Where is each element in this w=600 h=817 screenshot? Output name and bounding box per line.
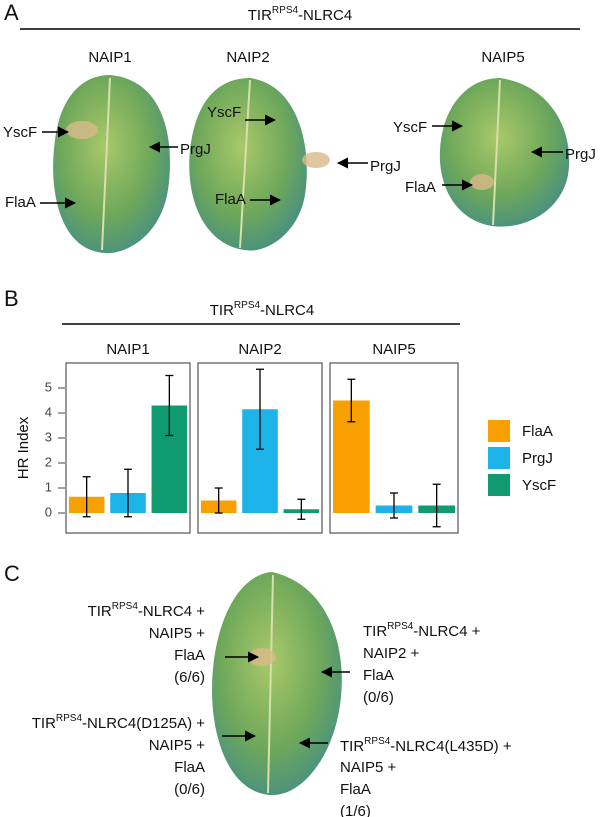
y-tick-label: 5 bbox=[45, 379, 52, 394]
legend-label: YscF bbox=[522, 477, 556, 494]
text-part: TIR bbox=[340, 738, 364, 755]
arrow-label: FlaA bbox=[215, 191, 246, 208]
panel-letter: C bbox=[4, 561, 20, 586]
facet-panel bbox=[197, 362, 323, 534]
superscript: RPS4 bbox=[112, 601, 139, 612]
construct-line: NAIP5 + bbox=[340, 759, 397, 776]
legend-swatch bbox=[488, 474, 510, 496]
y-tick-label: 4 bbox=[45, 404, 52, 419]
arrow-label: YscF bbox=[393, 119, 427, 136]
construct-line: NAIP5 + bbox=[149, 737, 206, 754]
construct-line: FlaA bbox=[174, 647, 205, 664]
facet-panel bbox=[65, 362, 191, 534]
arrow-label: YscF bbox=[3, 124, 37, 141]
leaf-label: NAIP2 bbox=[226, 49, 269, 66]
leaf-label: NAIP1 bbox=[88, 49, 131, 66]
construct-line: FlaA bbox=[174, 759, 205, 776]
superscript: RPS4 bbox=[364, 736, 391, 747]
error-bar bbox=[124, 468, 132, 518]
y-tick-label: 2 bbox=[45, 454, 52, 469]
text-part: TIR bbox=[210, 302, 234, 319]
facet-label: NAIP2 bbox=[238, 341, 281, 358]
construct-line: (0/6) bbox=[174, 781, 205, 798]
error-bar bbox=[165, 374, 174, 437]
text-part: TIR bbox=[248, 7, 272, 24]
facet-label: NAIP1 bbox=[106, 341, 149, 358]
arrow-label: FlaA bbox=[405, 179, 436, 196]
text-part: TIR bbox=[88, 603, 112, 620]
text-part: -NLRC4 + bbox=[413, 623, 480, 640]
arrow-label: PrgJ bbox=[565, 146, 596, 163]
text-part: -NLRC4(D125A) + bbox=[82, 715, 205, 732]
error-bar bbox=[390, 492, 398, 519]
bar-chart: 0 1 2 3 4 5 HR Index NAIP1 NAIP2 NAIP5 FlaA PrgJ Ysc… bbox=[15, 341, 556, 534]
panel-letter: B bbox=[4, 286, 19, 311]
superscript: RPS4 bbox=[56, 713, 83, 724]
construct-line: (1/6) bbox=[340, 803, 371, 817]
y-tick-label: 0 bbox=[45, 504, 52, 519]
text-part: TIR bbox=[363, 623, 387, 640]
chart-title: TIRRPS4-NLRC4 bbox=[210, 300, 314, 319]
construct-label: TIRRPS4-NLRC4 + bbox=[363, 621, 481, 640]
y-tick-label: 1 bbox=[45, 479, 52, 494]
superscript: RPS4 bbox=[387, 621, 414, 632]
panel-letter: A bbox=[4, 0, 19, 25]
legend-swatch bbox=[488, 447, 510, 469]
error-bar bbox=[297, 498, 306, 520]
error-bar bbox=[256, 368, 264, 450]
construct-line: (0/6) bbox=[363, 689, 394, 706]
construct-line: NAIP2 + bbox=[363, 645, 420, 662]
legend-swatch bbox=[488, 420, 510, 442]
construct-label: TIRRPS4-NLRC4(L435D) + bbox=[340, 736, 512, 755]
construct-label: TIRRPS4-NLRC4 + bbox=[88, 601, 206, 620]
facet-panel bbox=[329, 362, 459, 534]
legend-label: FlaA bbox=[522, 423, 553, 440]
legend-label: PrgJ bbox=[522, 450, 553, 467]
text-part: TIR bbox=[32, 715, 56, 732]
construct-line: FlaA bbox=[363, 667, 394, 684]
superscript: RPS4 bbox=[272, 5, 299, 16]
arrow-label: PrgJ bbox=[180, 141, 211, 158]
superscript: RPS4 bbox=[234, 300, 261, 311]
arrow-label: FlaA bbox=[5, 194, 36, 211]
y-tick-label: 3 bbox=[45, 429, 52, 444]
construct-line: FlaA bbox=[340, 781, 371, 798]
error-bar bbox=[214, 487, 223, 514]
panel-title: TIRRPS4-NLRC4 bbox=[248, 5, 352, 24]
text-part: -NLRC4(L435D) + bbox=[390, 738, 512, 755]
construct-label: TIRRPS4-NLRC4(D125A) + bbox=[32, 713, 205, 732]
y-axis-label: HR Index bbox=[15, 416, 32, 479]
error-bar bbox=[347, 378, 356, 423]
text-part: -NLRC4 + bbox=[138, 603, 205, 620]
error-bar bbox=[82, 476, 91, 518]
construct-line: (6/6) bbox=[174, 669, 205, 686]
text-part: -NLRC4 bbox=[260, 302, 314, 319]
error-bar bbox=[432, 483, 441, 528]
leaf-label: NAIP5 bbox=[481, 49, 524, 66]
arrow-label: PrgJ bbox=[370, 158, 401, 175]
text-part: -NLRC4 bbox=[298, 7, 352, 24]
construct-line: NAIP5 + bbox=[149, 625, 206, 642]
facet-label: NAIP5 bbox=[372, 341, 415, 358]
arrow-label: YscF bbox=[207, 104, 241, 121]
